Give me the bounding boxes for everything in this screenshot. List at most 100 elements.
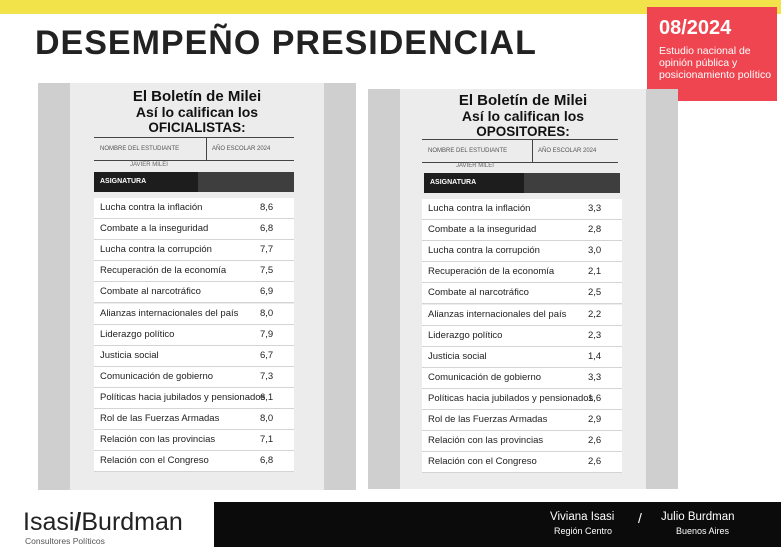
- grade-row: Políticas hacia jubilados y pensionados 6…: [94, 387, 294, 409]
- subject-grade: 7,1: [260, 434, 274, 446]
- subject-name: Lucha contra la inflación: [428, 203, 531, 214]
- subject-name: Políticas hacia jubilados y pensionados: [100, 391, 266, 403]
- grade-row: Relación con el Congreso 6,8: [94, 451, 294, 473]
- subject-name: Justicia social: [100, 349, 159, 361]
- grade-row: Lucha contra la corrupción 7,7: [94, 240, 294, 262]
- subject-name: Políticas hacia jubilados y pensionados: [428, 392, 594, 404]
- brand-subtitle: Consultores Políticos: [25, 536, 105, 546]
- student-name: JAVIER MILEI: [456, 163, 494, 169]
- subject-name: Justicia social: [428, 350, 487, 362]
- subject-grade: 2,6: [588, 456, 602, 468]
- grade-row: Combate al narcotráfico 6,9: [94, 282, 294, 304]
- subject-grade: 3,3: [588, 203, 602, 214]
- grade-row: Liderazgo político 2,3: [422, 325, 622, 347]
- subject-grade: 1,4: [588, 350, 602, 362]
- grade-row: Combate a la inseguridad 6,8: [94, 219, 294, 241]
- subject-grade: 2,2: [588, 308, 602, 320]
- study-description: Estudio nacional de opinión pública y po…: [659, 45, 772, 81]
- grade-row: Combate al narcotráfico 2,5: [422, 283, 622, 305]
- subject-grade: 2,3: [588, 329, 602, 341]
- field-student-name: NOMBRE DEL ESTUDIANTE: [100, 146, 180, 152]
- subject-name: Lucha contra la inflación: [100, 202, 203, 213]
- grade-row: Alianzas internacionales del país 2,2: [422, 304, 622, 326]
- subject-grade: 2,5: [588, 287, 602, 299]
- card-group: OFICIALISTAS:: [148, 120, 246, 135]
- subject-grade: 7,3: [260, 370, 274, 382]
- footer-bar: Viviana Isasi Región Centro / Julio Burd…: [214, 502, 781, 547]
- subject-grade: 2,1: [588, 266, 602, 278]
- subject-name: Relación con las provincias: [428, 435, 544, 447]
- grade-row: Justicia social 6,7: [94, 345, 294, 367]
- subject-grade: 6,1: [260, 391, 274, 403]
- grade-row: Liderazgo político 7,9: [94, 324, 294, 346]
- grade-row: Comunicación de gobierno 7,3: [94, 366, 294, 388]
- logo-slash: /: [74, 508, 82, 536]
- subject-name: Rol de las Fuerzas Armadas: [100, 413, 220, 424]
- grade-row: Políticas hacia jubilados y pensionados 1…: [422, 388, 622, 410]
- card-title: El Boletín de Milei: [132, 88, 262, 105]
- grade-row: Relación con las provincias 2,6: [422, 431, 622, 453]
- subject-grade: 3,3: [588, 371, 602, 383]
- subject-grade: 2,6: [588, 435, 602, 447]
- brand-logo: Isasi/Burdman: [23, 508, 183, 537]
- subject-name: Recuperación de la economía: [428, 266, 555, 278]
- grade-row: Rol de las Fuerzas Armadas 2,9: [422, 410, 622, 431]
- subject-name: Combate a la inseguridad: [100, 223, 209, 235]
- card-subtitle: Así lo califican los: [461, 108, 585, 124]
- grade-row: Rol de las Fuerzas Armadas 8,0: [94, 409, 294, 430]
- grade-row: Recuperación de la economía 2,1: [422, 262, 622, 284]
- subject-name: Liderazgo político: [428, 329, 503, 341]
- student-form-line: NOMBRE DEL ESTUDIANTE AÑO ESCOLAR 2024: [94, 137, 294, 161]
- subject-name: Alianzas internacionales del país: [100, 307, 239, 319]
- subject-name: Combate al narcotráfico: [428, 287, 529, 299]
- field-student-name: NOMBRE DEL ESTUDIANTE: [428, 148, 508, 154]
- grade-row: Relación con el Congreso 2,6: [422, 452, 622, 474]
- subject-grade: 7,7: [260, 244, 274, 256]
- subject-name: Relación con el Congreso: [100, 455, 209, 467]
- grade-row: Lucha contra la inflación 8,6: [94, 198, 294, 219]
- subject-grade: 8,6: [260, 202, 274, 213]
- subject-name: Liderazgo político: [100, 328, 175, 340]
- page-title: DESEMPEÑO PRESIDENCIAL: [35, 24, 537, 62]
- grade-row: Lucha contra la inflación 3,3: [422, 199, 622, 220]
- report-card-oficialistas: El Boletín de Milei Así lo califican los…: [38, 83, 356, 490]
- grade-row: Comunicación de gobierno 3,3: [422, 367, 622, 389]
- report-paper: El Boletín de Milei Así lo califican los…: [400, 89, 646, 489]
- subject-grade: 6,8: [260, 223, 274, 235]
- subject-grade: 8,0: [260, 307, 274, 319]
- grade-row: Justicia social 1,4: [422, 346, 622, 368]
- grade-row: Combate a la inseguridad 2,8: [422, 220, 622, 242]
- subject-grade: 6,7: [260, 349, 274, 361]
- subject-name: Comunicación de gobierno: [428, 371, 542, 383]
- subject-grade: 2,9: [588, 414, 602, 425]
- subject-name: Relación con las provincias: [100, 434, 216, 446]
- report-card-opositores: El Boletín de Milei Así lo califican los…: [368, 89, 678, 489]
- subject-grade: 6,8: [260, 455, 274, 467]
- subject-grade: 1,6: [588, 392, 602, 404]
- subject-header-label: ASIGNATURA: [430, 179, 477, 186]
- date-badge: 08/2024 Estudio nacional de opinión públ…: [647, 7, 777, 101]
- subject-name: Rol de las Fuerzas Armadas: [428, 414, 548, 425]
- grade-row: Relación con las provincias 7,1: [94, 430, 294, 452]
- subject-name: Relación con el Congreso: [428, 456, 537, 468]
- card-subtitle: Así lo califican los: [135, 104, 259, 120]
- consultant-2-name: Julio Burdman: [661, 511, 735, 523]
- subject-grade: 7,5: [260, 265, 274, 277]
- top-accent-bar: [0, 0, 781, 14]
- grade-row: Lucha contra la corrupción 3,0: [422, 241, 622, 263]
- subject-header: ASIGNATURA: [424, 173, 620, 193]
- subject-name: Combate a la inseguridad: [428, 224, 537, 236]
- card-title: El Boletín de Milei: [458, 92, 588, 109]
- consultant-1-name: Viviana Isasi: [550, 511, 615, 523]
- subject-name: Lucha contra la corrupción: [428, 245, 540, 257]
- consultant-separator: /: [638, 510, 642, 526]
- subject-name: Recuperación de la economía: [100, 265, 227, 277]
- card-group: OPOSITORES:: [476, 124, 570, 139]
- subject-header-label: ASIGNATURA: [100, 178, 147, 185]
- subject-name: Lucha contra la corrupción: [100, 244, 212, 256]
- field-school-year: AÑO ESCOLAR 2024: [538, 148, 597, 154]
- report-date: 08/2024: [659, 17, 732, 39]
- subject-grade: 8,0: [260, 413, 274, 424]
- field-school-year: AÑO ESCOLAR 2024: [212, 146, 271, 152]
- report-paper: El Boletín de Milei Así lo califican los…: [70, 83, 324, 490]
